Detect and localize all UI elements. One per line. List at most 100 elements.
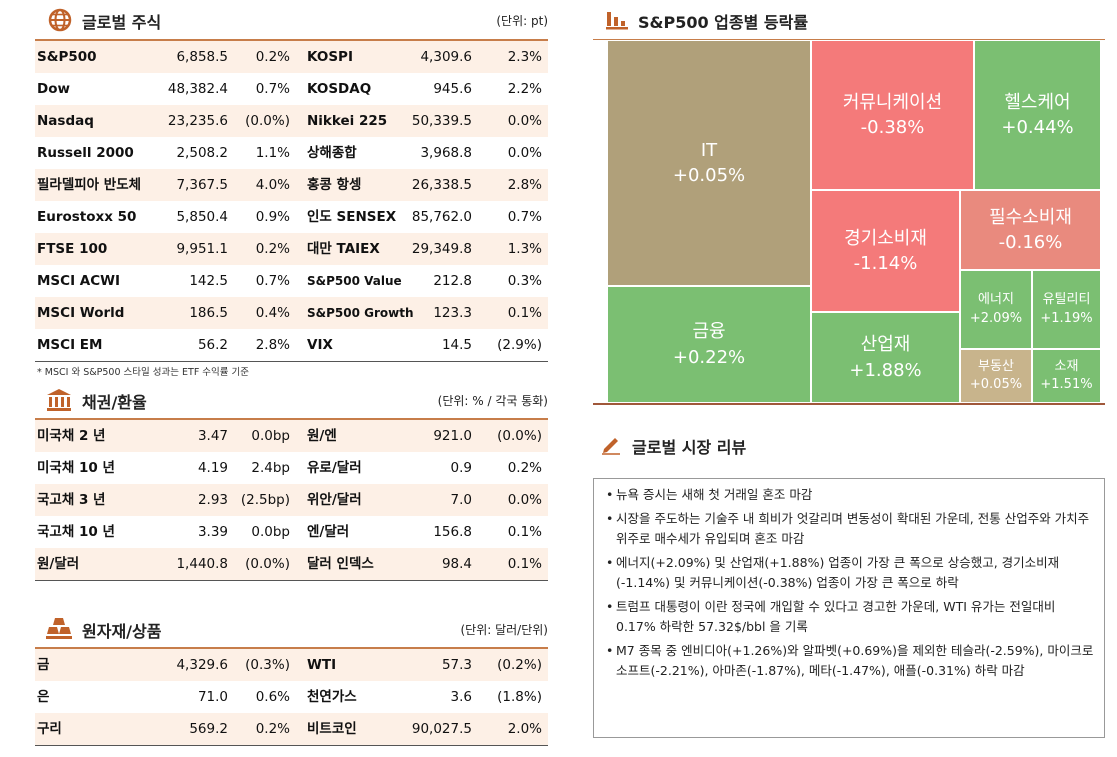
cell-name: 인도 SENSEX xyxy=(307,209,397,225)
cell-name: KOSPI xyxy=(307,49,353,65)
cell-name: Russell 2000 xyxy=(37,145,134,161)
cell-value: 921.0 xyxy=(433,428,472,444)
cell-change: (0.2%) xyxy=(497,657,542,673)
bonds-fx-table: 미국채 2 년 3.47 0.0bp 원/엔 921.0 (0.0%) 미국채 10 년 4.… xyxy=(35,418,548,581)
treemap-cell: 소재 +1.51% xyxy=(1032,349,1101,403)
cell-change: (0.0%) xyxy=(497,428,542,444)
sector-change: +0.05% xyxy=(672,165,746,186)
cell-name: 천연가스 xyxy=(307,689,357,705)
cell-value: 6,858.5 xyxy=(176,49,228,65)
cell-change: (0.3%) xyxy=(245,657,290,673)
cell-change: 0.7% xyxy=(255,81,290,97)
sector-change: +1.51% xyxy=(1040,377,1093,392)
section-title: 글로벌 시장 리뷰 xyxy=(632,438,747,457)
equity-table: S&P500 6,858.5 0.2% KOSPI 4,309.6 2.3% Dow 48,3… xyxy=(35,39,548,362)
table-row: MSCI EM 56.2 2.8% VIX 14.5 (2.9%) xyxy=(35,329,548,361)
sector-label: 에너지 xyxy=(978,292,1014,308)
cell-name: 미국채 10 년 xyxy=(37,460,115,476)
cell-change: (2.9%) xyxy=(497,337,542,353)
review-item: 트럼프 대통령이 이란 정국에 개입할 수 있다고 경고한 가운데, WTI 유… xyxy=(606,597,1094,637)
cell-value: 569.2 xyxy=(189,721,228,737)
table-row: 미국채 2 년 3.47 0.0bp 원/엔 921.0 (0.0%) xyxy=(35,420,548,452)
cell-value: 156.8 xyxy=(433,524,472,540)
cell-value: 4,329.6 xyxy=(176,657,228,673)
footnote: * MSCI 와 S&P500 스타일 성과는 ETF 수익률 기준 xyxy=(37,367,250,378)
cell-value: 3.39 xyxy=(197,524,228,540)
cell-change: 2.2% xyxy=(507,81,542,97)
cell-change: 0.3% xyxy=(507,273,542,289)
sector-change: +0.44% xyxy=(1001,117,1074,138)
cell-change: 2.8% xyxy=(507,177,542,193)
sector-label: 부동산 xyxy=(978,358,1014,374)
cell-change: 0.0% xyxy=(507,113,542,129)
table-row: 국고채 10 년 3.39 0.0bp 엔/달러 156.8 0.1% xyxy=(35,516,548,548)
cell-name: 구리 xyxy=(37,721,62,737)
cell-name: KOSDAQ xyxy=(307,81,372,97)
cell-value: 0.9 xyxy=(450,460,472,476)
sector-change: +2.09% xyxy=(969,310,1023,326)
cell-name: 엔/달러 xyxy=(307,524,350,540)
table-row: 은 71.0 0.6% 천연가스 3.6 (1.8%) xyxy=(35,681,548,713)
cell-name: S&P500 xyxy=(37,49,97,65)
cell-change: 0.7% xyxy=(507,209,542,225)
cell-value: 2.93 xyxy=(197,492,228,508)
globe-icon xyxy=(48,8,72,32)
cell-value: 48,382.4 xyxy=(167,81,228,97)
cell-change: 0.0bp xyxy=(251,428,290,444)
cell-change: 1.1% xyxy=(255,145,290,161)
table-row: 국고채 3 년 2.93 (2.5bp) 위안/달러 7.0 0.0% xyxy=(35,484,548,516)
cell-value: 3.6 xyxy=(450,689,472,705)
treemap-cell: 금융 +0.22% xyxy=(607,286,811,403)
cell-value: 14.5 xyxy=(441,337,472,353)
cell-name: MSCI World xyxy=(37,305,125,321)
cell-value: 4.19 xyxy=(197,460,228,476)
cell-name: WTI xyxy=(307,657,337,673)
cell-value: 2,508.2 xyxy=(176,145,228,161)
cell-value: 98.4 xyxy=(441,556,472,572)
table-row: FTSE 100 9,951.1 0.2% 대만 TAIEX 29,349.8 1.3% xyxy=(35,233,548,265)
bank-icon xyxy=(47,389,71,411)
cell-change: 0.0% xyxy=(507,145,542,161)
review-item: M7 종목 중 엔비디아(+1.26%)와 알파벳(+0.69%)을 제외한 테… xyxy=(606,641,1094,681)
cell-change: 0.1% xyxy=(507,556,542,572)
sector-label: 헬스케어 xyxy=(1004,91,1071,113)
cell-change: 0.0bp xyxy=(251,524,290,540)
sector-change: +1.88% xyxy=(849,359,922,381)
sector-change: -0.38% xyxy=(860,117,925,138)
treemap-cell: 헬스케어 +0.44% xyxy=(974,40,1101,190)
cell-value: 7,367.5 xyxy=(176,177,228,193)
divider xyxy=(593,39,1105,40)
table-row: Nasdaq 23,235.6 (0.0%) Nikkei 225 50,339.5 0.… xyxy=(35,105,548,137)
cell-name: 유로/달러 xyxy=(307,460,362,476)
cell-name: MSCI ACWI xyxy=(37,273,121,289)
sector-label: 소재 xyxy=(1054,358,1079,374)
cell-name: 원/엔 xyxy=(307,428,337,444)
cell-value: 90,027.5 xyxy=(411,721,472,737)
treemap-cell: 산업재 +1.88% xyxy=(811,312,960,403)
cell-name: FTSE 100 xyxy=(37,241,108,257)
sector-change: -0.16% xyxy=(998,232,1063,253)
cell-value: 26,338.5 xyxy=(411,177,472,193)
table-row: 원/달러 1,440.8 (0.0%) 달러 인덱스 98.4 0.1% xyxy=(35,548,548,580)
table-row: Dow 48,382.4 0.7% KOSDAQ 945.6 2.2% xyxy=(35,73,548,105)
cell-name: 비트코인 xyxy=(307,721,357,737)
section-title: 글로벌 주식 xyxy=(82,13,162,32)
sector-label: IT xyxy=(700,139,718,161)
cell-value: 23,235.6 xyxy=(167,113,228,129)
sector-change: +1.19% xyxy=(1040,310,1093,326)
cell-value: 56.2 xyxy=(197,337,228,353)
commodities-table: 금 4,329.6 (0.3%) WTI 57.3 (0.2%) 은 71.0 0.6% 천연가스… xyxy=(35,647,548,746)
cell-name: 금 xyxy=(37,657,50,673)
review-item: 시장을 주도하는 기술주 내 희비가 엇갈리며 변동성이 확대된 가운데, 전통… xyxy=(606,509,1094,549)
sector-label: 금융 xyxy=(692,321,726,343)
cell-name: Nasdaq xyxy=(37,113,94,129)
sector-label: 경기소비재 xyxy=(844,227,927,249)
cell-change: 0.2% xyxy=(507,460,542,476)
cell-value: 4,309.6 xyxy=(420,49,472,65)
review-item: 뉴욕 증시는 새해 첫 거래일 혼조 마감 xyxy=(606,485,1094,505)
cell-name: 원/달러 xyxy=(37,556,80,572)
table-row: Russell 2000 2,508.2 1.1% 상해종합 3,968.8 0.0% xyxy=(35,137,548,169)
cell-change: 2.8% xyxy=(255,337,290,353)
cell-value: 1,440.8 xyxy=(176,556,228,572)
